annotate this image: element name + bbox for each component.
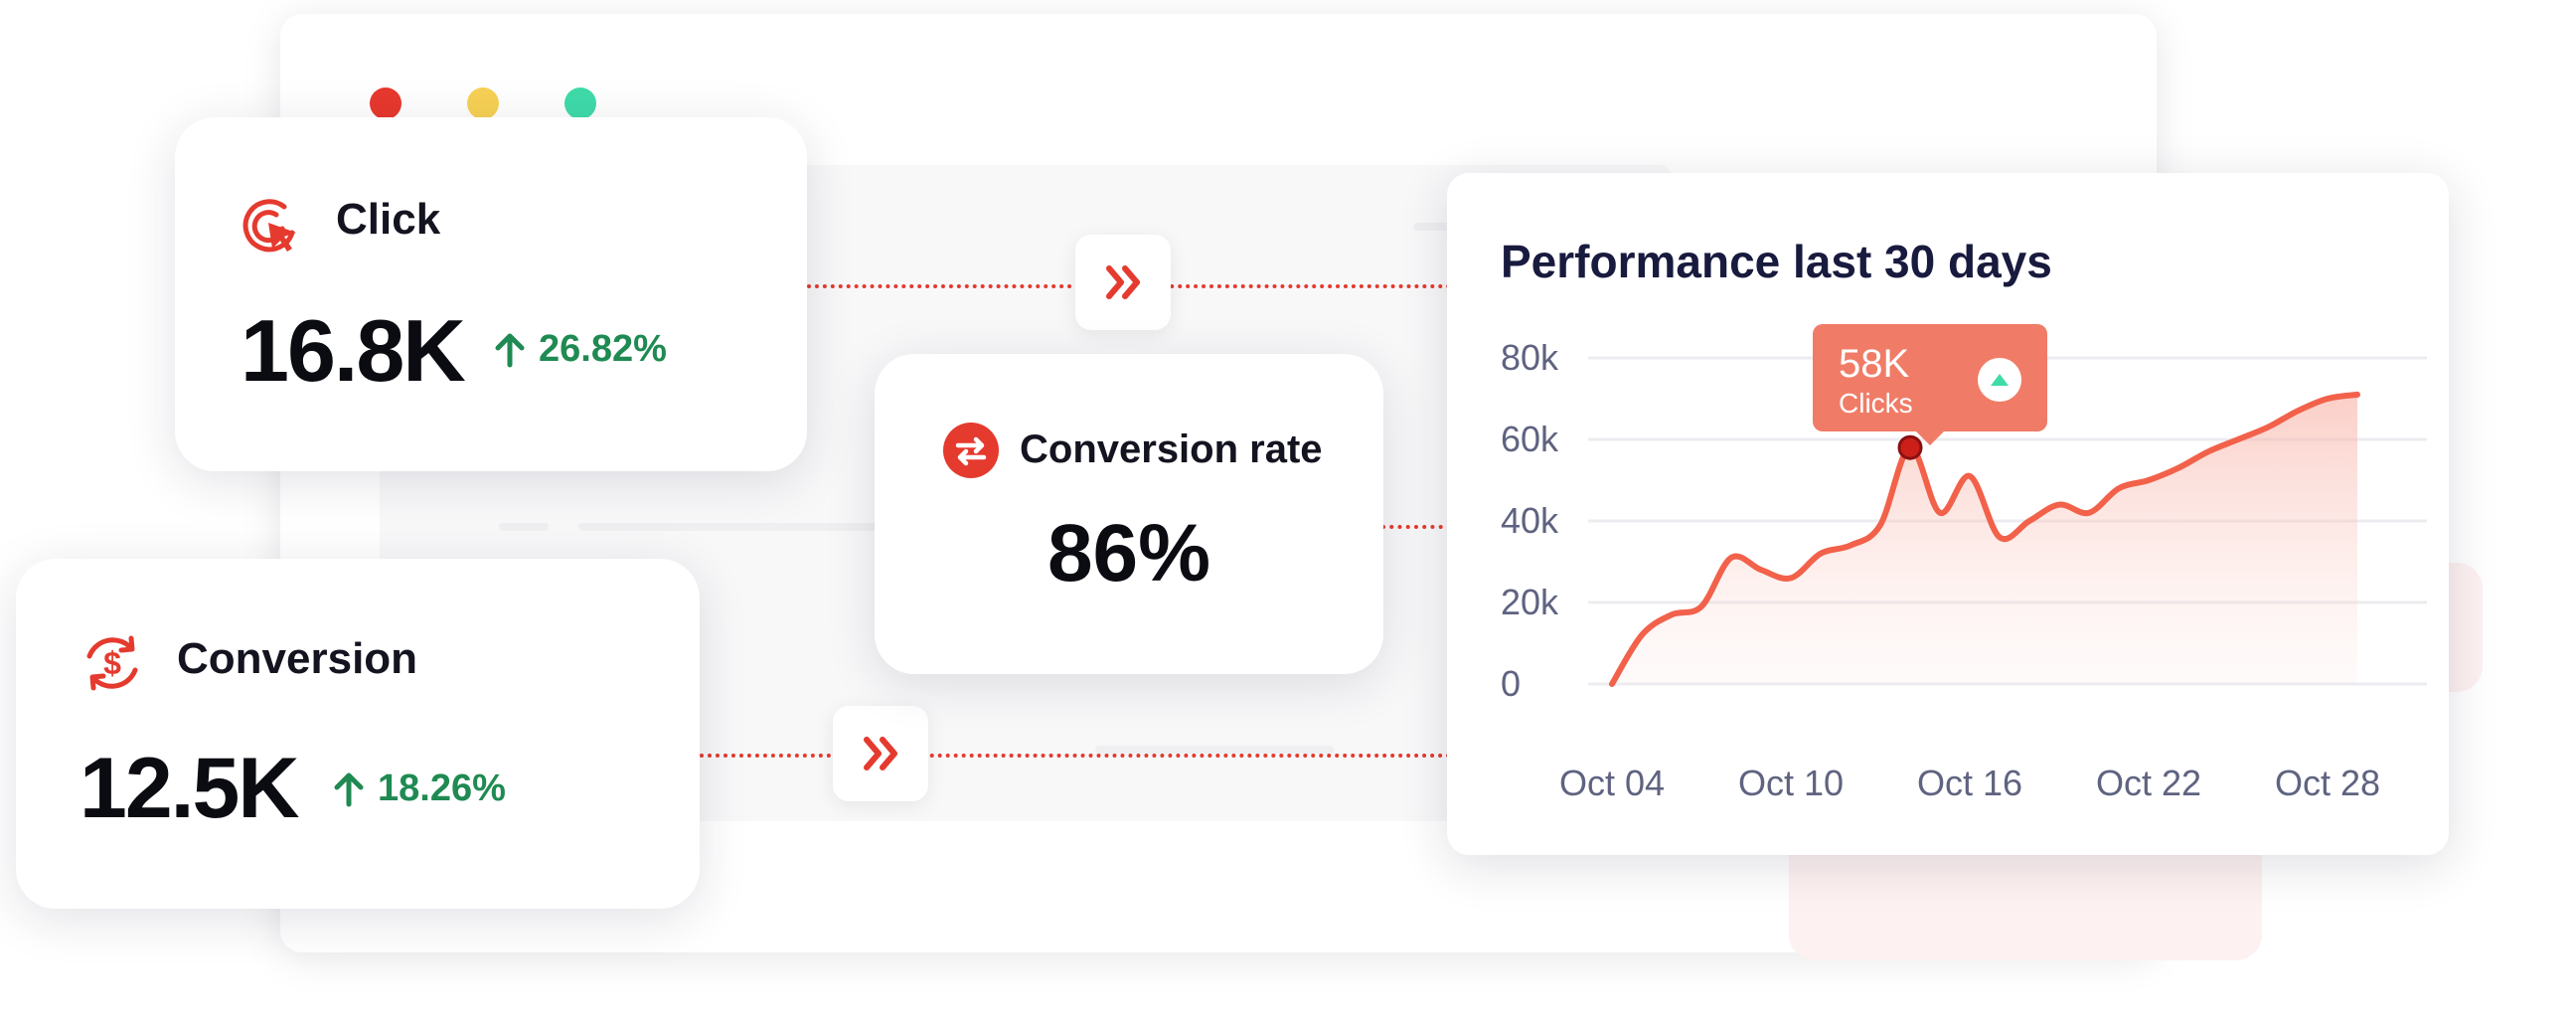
connector-line — [1381, 525, 1451, 529]
highlight-point[interactable] — [1897, 434, 1923, 460]
dollar-cycle-icon: $ — [86, 635, 138, 691]
conversion-stat-card[interactable]: $ Conversion 12.5K 18.26% — [16, 559, 700, 909]
y-tick-label: 20k — [1501, 582, 1559, 622]
swap-arrows-icon — [943, 423, 999, 478]
tooltip-up-badge — [1978, 358, 2021, 402]
cursor-target-icon — [242, 199, 296, 253]
click-delta: 26.82% — [493, 328, 667, 371]
conversion-title: Conversion — [177, 634, 418, 683]
click-value: 16.8K — [241, 301, 466, 400]
series-area — [1612, 394, 2357, 684]
window-minimize-dot[interactable] — [467, 87, 499, 119]
svg-text:$: $ — [103, 645, 121, 681]
arrow-up-icon — [334, 772, 364, 806]
double-chevron-right-icon — [1106, 265, 1140, 299]
y-tick-label: 0 — [1501, 663, 1521, 704]
click-stat-card[interactable]: Click 16.8K 26.82% — [175, 117, 807, 471]
conversion-delta-value: 18.26% — [378, 768, 506, 809]
y-tick-label: 60k — [1501, 419, 1559, 459]
performance-chart-card: Performance last 30 days 80k 60k 40k 20k 0 O… — [1447, 173, 2449, 855]
window-maximize-dot[interactable] — [564, 87, 596, 119]
conversion-rate-card[interactable]: Conversion rate 86% — [875, 354, 1383, 674]
x-tick-label: Oct 10 — [1738, 763, 1844, 803]
arrow-up-icon — [495, 333, 525, 367]
conversion-rate-title: Conversion rate — [1020, 427, 1323, 471]
x-tick-label: Oct 28 — [2275, 763, 2380, 803]
x-tick-label: Oct 04 — [1559, 763, 1665, 803]
conversion-rate-value: 86% — [1046, 508, 1211, 598]
chart-tooltip: 58K Clicks — [1813, 324, 2047, 445]
conversion-delta: 18.26% — [332, 768, 506, 810]
y-tick-label: 40k — [1501, 500, 1559, 541]
connector-line — [700, 754, 1451, 758]
performance-chart: 80k 60k 40k 20k 0 Oct 04 Oct 10 Oct 16 Oct 22 Oc… — [1501, 337, 2427, 803]
x-tick-label: Oct 16 — [1917, 763, 2022, 803]
series-line — [1609, 391, 2360, 687]
tooltip-label: Clicks — [1839, 388, 1913, 419]
click-title: Click — [336, 195, 441, 244]
window-close-dot[interactable] — [370, 87, 402, 119]
conversion-value: 12.5K — [80, 741, 299, 836]
flow-arrow-badge — [833, 706, 928, 801]
x-tick-label: Oct 22 — [2096, 763, 2201, 803]
triangle-up-icon — [1991, 374, 2009, 386]
click-delta-value: 26.82% — [539, 328, 667, 370]
y-tick-label: 80k — [1501, 337, 1559, 378]
double-chevron-right-icon — [864, 737, 897, 770]
chart-title: Performance last 30 days — [1501, 236, 2052, 287]
flow-arrow-badge — [1075, 235, 1171, 330]
tooltip-value: 58K — [1839, 342, 1910, 386]
